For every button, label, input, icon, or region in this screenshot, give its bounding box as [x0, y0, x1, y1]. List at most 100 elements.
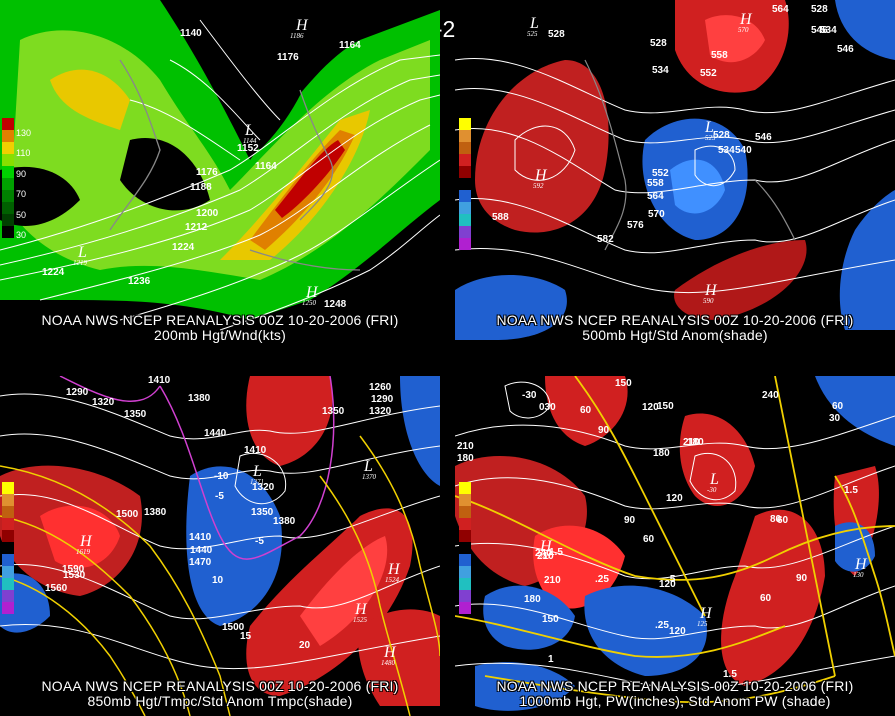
svg-text:240: 240 — [762, 390, 779, 401]
svg-text:L: L — [529, 15, 539, 32]
legend-label: 50 — [16, 210, 27, 220]
svg-text:H: H — [354, 601, 368, 618]
map-500mb: 528 564 528 528 534 546 546 534 558 552 … — [455, 0, 895, 340]
svg-text:528: 528 — [650, 38, 667, 49]
panel-850mb-height-temp: 1410 1350 1380 1290 1320 1350 1440 1410 … — [0, 376, 440, 716]
svg-text:L: L — [363, 458, 373, 475]
svg-text:-30: -30 — [707, 486, 717, 494]
svg-text:240: 240 — [535, 548, 552, 559]
caption-850mb: NOAA NWS NCEP REANALYSIS 00Z 10-20-2006 … — [0, 679, 440, 709]
svg-text:120: 120 — [642, 402, 659, 413]
svg-text:1152: 1152 — [237, 143, 259, 154]
svg-text:1320: 1320 — [92, 397, 115, 408]
map-1000mb: 150 -30 030 60 90 120 150 210 180 180 21… — [455, 376, 895, 711]
svg-text:1470: 1470 — [189, 557, 212, 568]
legend-std-anomaly-pw — [459, 482, 471, 614]
caption-line1: NOAA NWS NCEP REANALYSIS 00Z 10-20-2006 … — [496, 678, 854, 694]
caption-line1: NOAA NWS NCEP REANALYSIS 00Z 10-20-2006 … — [41, 678, 399, 694]
svg-text:1320: 1320 — [252, 482, 275, 493]
svg-text:1480: 1480 — [381, 659, 396, 667]
svg-text:1560: 1560 — [45, 583, 68, 594]
svg-text:150: 150 — [657, 401, 674, 412]
svg-text:.25: .25 — [595, 574, 609, 585]
svg-text:H: H — [534, 167, 548, 184]
svg-text:1212: 1212 — [185, 222, 208, 233]
svg-text:180: 180 — [687, 437, 704, 448]
svg-text:120: 120 — [659, 579, 676, 590]
svg-text:1440: 1440 — [190, 545, 213, 556]
svg-text:1410: 1410 — [189, 532, 212, 543]
svg-text:30: 30 — [829, 413, 841, 424]
svg-text:528: 528 — [713, 130, 730, 141]
svg-text:210: 210 — [457, 441, 474, 452]
svg-text:1380: 1380 — [144, 507, 167, 518]
svg-text:1250: 1250 — [302, 299, 317, 307]
caption-line2: 1000mb Hgt, PW(inches), Std Anom PW (sha… — [519, 693, 831, 709]
svg-text:1530: 1530 — [63, 570, 86, 581]
caption-200mb: NOAA NWS NCEP REANALYSIS 00Z 10-20-2006 … — [0, 313, 440, 343]
svg-text:80: 80 — [770, 514, 782, 525]
caption-line2: 500mb Hgt/Std Anom(shade) — [582, 327, 768, 343]
svg-text:-30: -30 — [522, 390, 537, 401]
svg-text:H: H — [739, 11, 753, 28]
svg-text:588: 588 — [492, 212, 509, 223]
svg-text:1525: 1525 — [353, 616, 368, 624]
caption-line1: NOAA NWS NCEP REANALYSIS 00Z 10-20-2006 … — [496, 312, 854, 328]
svg-text:90: 90 — [598, 425, 610, 436]
legend-wind-speed: 130 110 90 70 50 30 — [2, 118, 31, 240]
legend-label: 130 — [16, 128, 32, 138]
svg-text:L: L — [704, 119, 714, 136]
svg-text:180: 180 — [653, 448, 670, 459]
svg-text:1380: 1380 — [188, 393, 211, 404]
svg-text:20: 20 — [299, 640, 311, 651]
panel-500mb-height-anomaly: 528 564 528 528 534 546 546 534 558 552 … — [455, 0, 895, 340]
svg-text:1410: 1410 — [148, 376, 171, 386]
svg-text:1370: 1370 — [362, 473, 377, 481]
svg-text:1260: 1260 — [369, 382, 392, 393]
svg-text:1.5: 1.5 — [844, 485, 858, 496]
svg-text:H: H — [295, 17, 309, 34]
legend-std-anomaly-500 — [459, 118, 471, 250]
svg-text:210: 210 — [683, 437, 700, 448]
svg-text:L: L — [77, 244, 87, 261]
svg-text:-5: -5 — [255, 536, 264, 547]
svg-text:60: 60 — [643, 534, 655, 545]
svg-text:1164: 1164 — [255, 161, 277, 172]
caption-line2: 850mb Hgt/Tmpc/Std Anom Tmpc(shade) — [87, 693, 353, 709]
svg-text:570: 570 — [648, 209, 665, 220]
svg-text:1380: 1380 — [273, 516, 296, 527]
svg-text:1176: 1176 — [277, 52, 299, 63]
svg-text:582: 582 — [597, 234, 614, 245]
svg-text:1186: 1186 — [290, 32, 304, 40]
svg-text:592: 592 — [533, 182, 544, 190]
svg-text:H: H — [704, 282, 718, 299]
svg-text:534: 534 — [652, 65, 669, 76]
svg-text:60: 60 — [777, 515, 789, 526]
panel-200mb-height-wind: 1140 1176 1164 1152 1164 1176 1188 1200 … — [0, 0, 440, 340]
panel-1000mb-pw: 150 -30 030 60 90 120 150 210 180 180 21… — [455, 376, 895, 716]
svg-text:1.5: 1.5 — [549, 547, 563, 558]
svg-text:528: 528 — [811, 4, 828, 15]
svg-text:546: 546 — [837, 44, 854, 55]
caption-500mb: NOAA NWS NCEP REANALYSIS 00Z 10-20-2006 … — [455, 313, 895, 343]
svg-text:H: H — [854, 556, 868, 573]
svg-text:H: H — [79, 533, 93, 550]
svg-text:576: 576 — [627, 220, 644, 231]
svg-text:1500: 1500 — [116, 509, 139, 520]
svg-text:120: 120 — [669, 626, 686, 637]
svg-text:1371: 1371 — [250, 478, 264, 486]
svg-text:525: 525 — [527, 30, 538, 38]
svg-text:-10: -10 — [214, 471, 229, 482]
svg-text:1440: 1440 — [204, 428, 227, 439]
svg-text:1410: 1410 — [244, 445, 267, 456]
svg-text:H: H — [699, 605, 713, 622]
svg-text:540: 540 — [735, 145, 752, 156]
svg-text:546: 546 — [811, 25, 828, 36]
svg-text:1350: 1350 — [124, 409, 147, 420]
svg-text:60: 60 — [580, 405, 592, 416]
svg-text:120: 120 — [666, 493, 683, 504]
svg-text:590: 590 — [703, 297, 714, 305]
svg-text:1176: 1176 — [196, 167, 218, 178]
svg-text:130: 130 — [853, 571, 864, 579]
svg-text:030: 030 — [539, 402, 556, 413]
